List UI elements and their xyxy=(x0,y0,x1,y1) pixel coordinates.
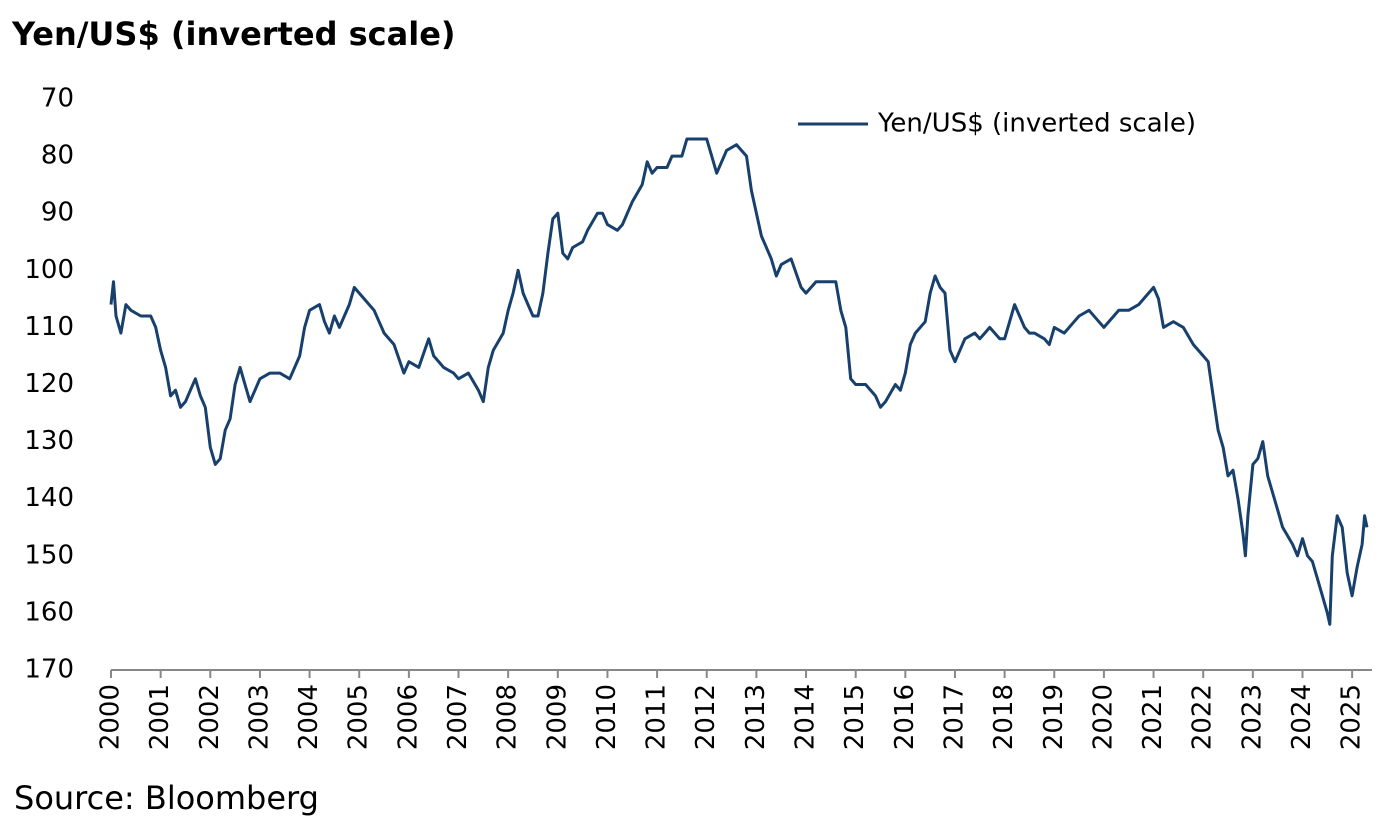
x-tick-label: 2025 xyxy=(1337,684,1367,750)
x-tick-label: 2009 xyxy=(542,684,572,750)
x-tick-label: 2011 xyxy=(642,684,672,750)
x-tick-label: 2024 xyxy=(1287,684,1317,750)
y-tick-label: 100 xyxy=(24,255,74,285)
x-tick-label: 2006 xyxy=(393,684,423,750)
x-tick-label: 2008 xyxy=(493,684,523,750)
y-tick-label: 120 xyxy=(24,369,74,399)
source-note: Source: Bloomberg xyxy=(14,779,319,817)
x-tick-label: 2012 xyxy=(691,684,721,750)
x-tick-label: 2023 xyxy=(1237,684,1267,750)
x-tick-label: 2014 xyxy=(791,684,821,750)
x-tick-label: 2001 xyxy=(145,684,175,750)
y-tick-label: 150 xyxy=(24,540,74,570)
y-tick-label: 170 xyxy=(24,655,74,685)
x-tick-label: 2010 xyxy=(592,684,622,750)
x-tick-label: 2016 xyxy=(890,684,920,750)
x-tick-label: 2020 xyxy=(1088,684,1118,750)
y-tick-label: 130 xyxy=(24,426,74,456)
y-tick-label: 160 xyxy=(24,597,74,627)
y-tick-label: 110 xyxy=(24,312,74,342)
y-tick-label: 80 xyxy=(41,141,74,171)
legend-label: Yen/US$ (inverted scale) xyxy=(877,109,1196,139)
x-tick-label: 2015 xyxy=(840,684,870,750)
x-tick-label: 2002 xyxy=(195,684,225,750)
x-tick-label: 2000 xyxy=(96,684,126,750)
x-tick-label: 2017 xyxy=(939,684,969,750)
x-tick-label: 2007 xyxy=(443,684,473,750)
x-tick-label: 2022 xyxy=(1188,684,1218,750)
x-tick-label: 2005 xyxy=(344,684,374,750)
x-tick-label: 2003 xyxy=(244,684,274,750)
x-tick-label: 2004 xyxy=(294,684,324,750)
x-tick-label: 2021 xyxy=(1138,684,1168,750)
y-tick-label: 70 xyxy=(41,84,74,114)
x-tick-label: 2018 xyxy=(989,684,1019,750)
x-tick-label: 2013 xyxy=(741,684,771,750)
chart-title: Yen/US$ (inverted scale) xyxy=(11,15,456,53)
y-tick-label: 90 xyxy=(41,198,74,228)
x-tick-label: 2019 xyxy=(1039,684,1069,750)
series-line xyxy=(109,137,1369,626)
y-tick-label: 140 xyxy=(24,483,74,513)
